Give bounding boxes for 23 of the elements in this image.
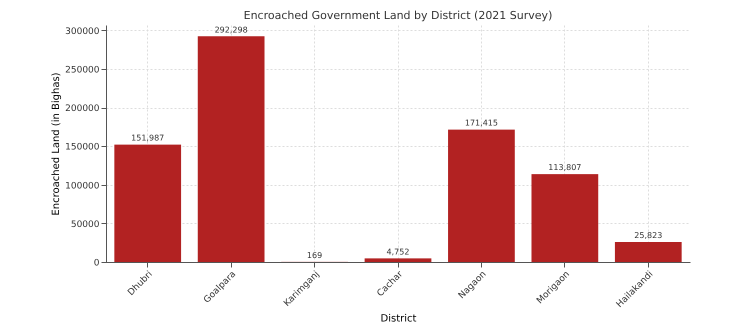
y-tick-label: 150000 — [65, 142, 100, 153]
data-label: 113,807 — [548, 163, 582, 172]
y-tick-label: 250000 — [65, 65, 100, 76]
bar — [531, 174, 598, 262]
data-label: 292,298 — [214, 25, 248, 34]
bar — [198, 36, 265, 262]
data-label: 25,823 — [634, 231, 662, 240]
bar — [614, 242, 682, 262]
chart-title: Encroached Government Land by District (2021 Survey) — [244, 9, 552, 22]
y-axis-title: Encroached Land (in Bighas) — [51, 72, 62, 216]
data-label: 171,415 — [464, 118, 498, 128]
bar — [448, 130, 515, 262]
x-axis-title: District — [380, 313, 417, 324]
bar — [114, 144, 182, 262]
data-label: 4,752 — [386, 247, 410, 256]
data-label: 151,987 — [131, 134, 164, 143]
bar — [364, 258, 432, 262]
y-tick-label: 100000 — [65, 181, 100, 192]
data-label: 169 — [306, 250, 322, 260]
y-tick-label: 0 — [94, 258, 100, 268]
y-tick-label: 200000 — [65, 104, 100, 114]
y-tick-label: 300000 — [65, 26, 100, 37]
y-tick-label: 50000 — [70, 220, 100, 230]
